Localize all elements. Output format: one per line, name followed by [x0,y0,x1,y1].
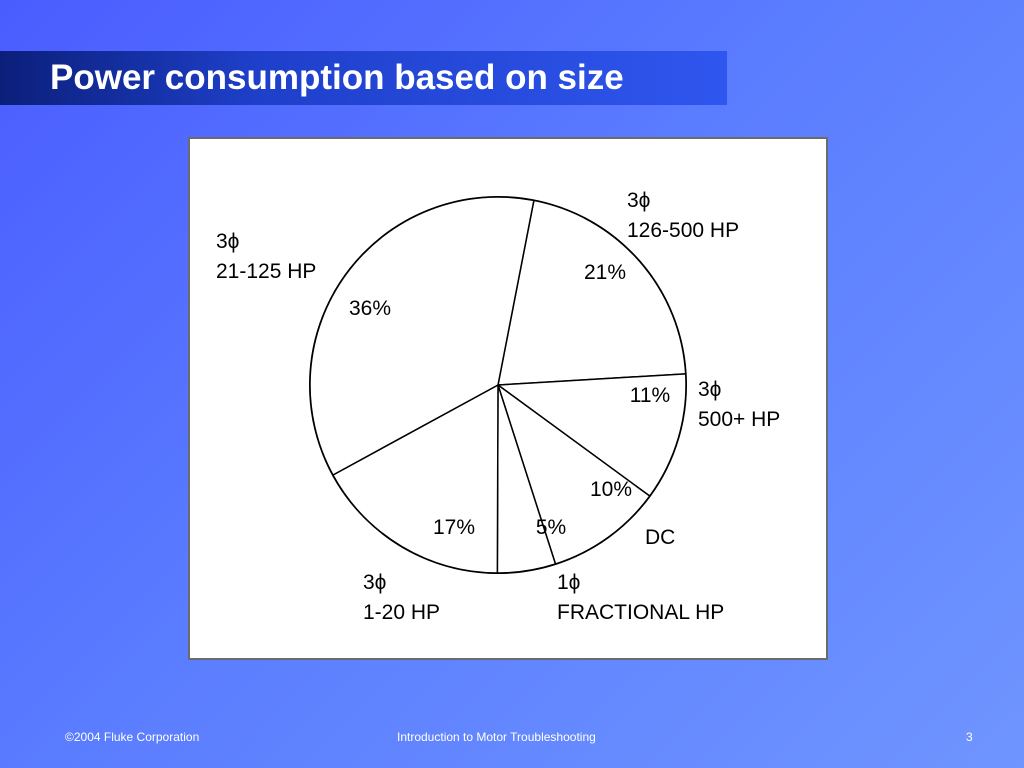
pie-chart: 21% 3ϕ 126-500 HP 11% 3ϕ 500+ HP 10% DC 5% 1ϕ FRAC… [188,137,828,660]
slice-value-label-3-500-hp: 11% [630,384,670,407]
footer-course-title: Introduction to Motor Troubleshooting [397,730,596,744]
pie-slice-3-126-500-hp [497,199,687,386]
footer-copyright: ©2004 Fluke Corporation [65,730,200,744]
slice-category-label-3-126-500-hp: 3ϕ 126-500 HP [627,189,739,242]
pie-slice-dc [497,384,651,565]
slice-value-label-1-fractional-hp: 5% [536,516,566,539]
pie-slice-3-21-125-hp [309,196,535,476]
footer-page-number: 3 [966,730,973,744]
slice-category-label-3-21-125-hp: 3ϕ 21-125 HP [216,230,316,283]
slice-category-label-3-1-20-hp: 3ϕ 1-20 HP [363,571,440,624]
slice-value-label-dc: 10% [590,478,632,501]
title-band: Power consumption based on size [0,51,727,105]
slice-category-label-1-fractional-hp: 1ϕ FRACTIONAL HP [557,571,724,624]
slice-value-label-3-126-500-hp: 21% [584,261,626,284]
slice-value-label-3-1-20-hp: 17% [433,516,475,539]
slice-category-label-dc: DC [645,526,675,549]
pie-slice-3-500-hp [497,373,687,497]
pie-chart-svg: 21%3ϕ 126-500 HP 11% 3ϕ 500+ HP 10% DC 5% 1ϕ FRAC… [216,189,780,624]
slide-title: Power consumption based on size [50,58,624,97]
pie-slice-3-1-20-hp [332,384,499,574]
slice-category-label-3-500-hp: 3ϕ 500+ HP [698,378,780,431]
slice-value-label-3-21-125-hp: 36% [349,297,391,320]
